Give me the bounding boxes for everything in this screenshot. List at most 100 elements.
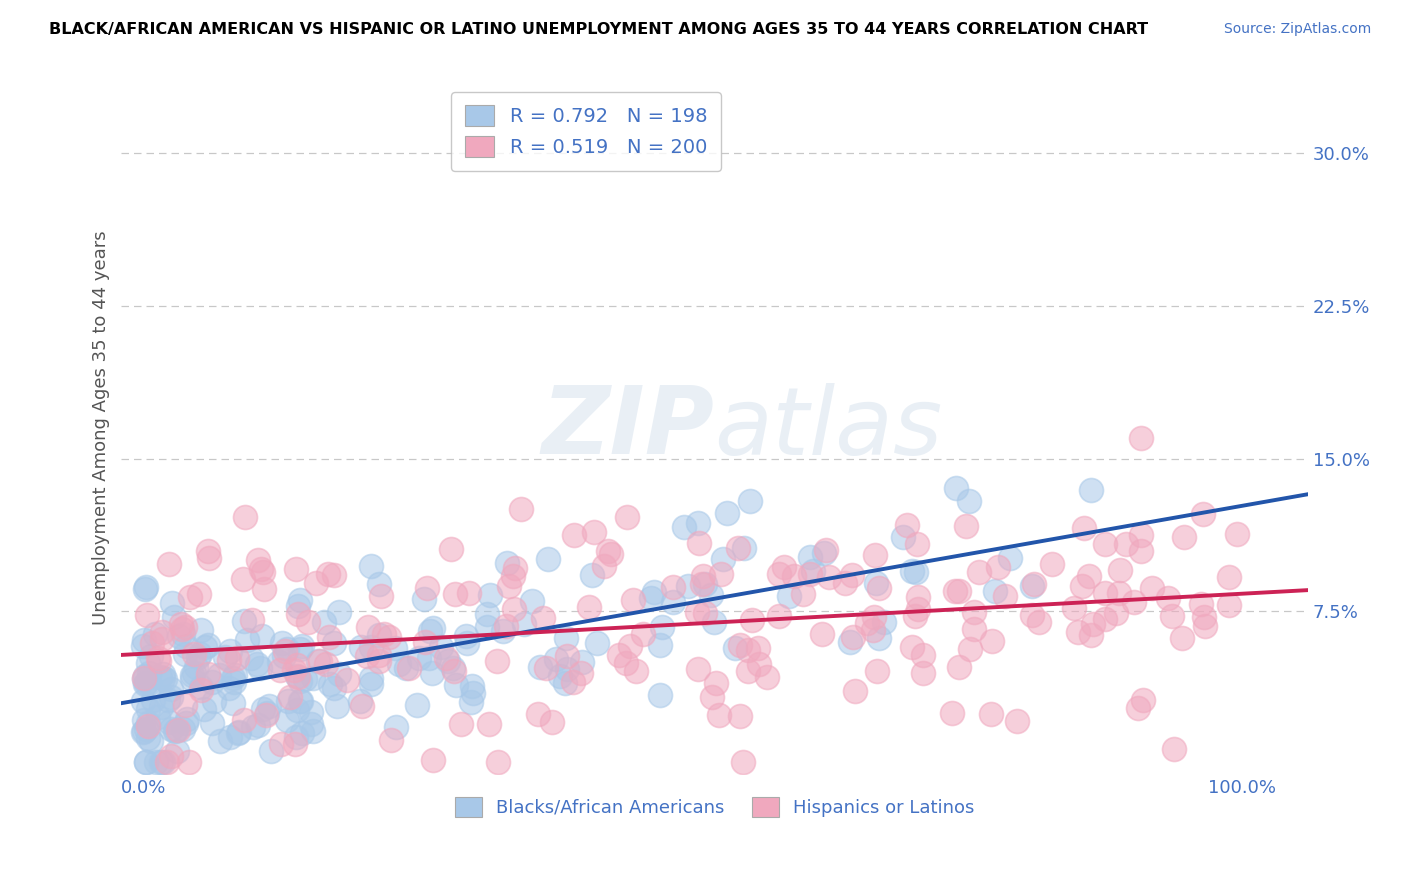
Point [152,755,174,769]
Point [134,671,156,685]
Point [277,694,299,708]
Point [626,665,648,679]
Point [640,591,662,606]
Point [648,638,671,652]
Point [502,569,524,583]
Point [747,640,769,655]
Point [907,601,929,615]
Point [863,610,886,624]
Point [138,666,160,681]
Point [224,675,246,690]
Point [503,561,526,575]
Point [373,627,395,641]
Point [733,541,755,555]
Point [222,671,245,685]
Point [1108,586,1130,600]
Point [218,653,240,667]
Point [276,713,298,727]
Point [486,755,509,769]
Point [593,559,616,574]
Point [1218,598,1240,612]
Point [810,627,832,641]
Point [728,638,751,652]
Point [136,715,159,730]
Point [461,686,484,700]
Point [250,629,273,643]
Point [651,620,673,634]
Point [738,493,761,508]
Point [1080,483,1102,497]
Point [159,715,181,730]
Point [224,668,246,682]
Point [253,582,276,596]
Point [458,586,481,600]
Point [356,620,378,634]
Point [187,650,209,665]
Point [865,576,887,591]
Point [160,682,183,697]
Point [441,661,464,675]
Point [607,648,630,662]
Point [226,726,249,740]
Point [496,557,519,571]
Point [145,755,167,769]
Point [693,576,716,591]
Point [686,662,709,676]
Point [370,589,392,603]
Text: ZIP: ZIP [541,382,714,474]
Point [146,651,169,665]
Point [437,654,460,668]
Point [165,723,187,738]
Point [135,676,157,690]
Point [1080,627,1102,641]
Point [581,568,603,582]
Point [619,639,641,653]
Point [1028,615,1050,629]
Point [614,657,637,671]
Point [302,724,325,739]
Point [349,693,371,707]
Point [686,605,709,619]
Point [380,733,402,747]
Point [336,673,359,688]
Point [385,720,408,734]
Point [1132,693,1154,707]
Point [219,731,242,745]
Point [700,690,723,705]
Point [498,579,520,593]
Point [955,518,977,533]
Point [297,615,319,629]
Point [1123,595,1146,609]
Point [1078,569,1101,583]
Point [136,701,159,715]
Point [150,624,173,639]
Point [197,638,219,652]
Point [176,712,198,726]
Point [768,566,790,581]
Point [512,617,534,632]
Point [159,723,181,737]
Point [1083,617,1105,632]
Point [1094,612,1116,626]
Point [948,659,970,673]
Point [727,541,749,555]
Point [412,591,434,606]
Point [1191,507,1213,521]
Point [136,657,159,671]
Point [815,543,838,558]
Point [1171,632,1194,646]
Point [201,675,224,690]
Point [1094,537,1116,551]
Point [534,661,557,675]
Point [571,666,593,681]
Point [173,620,195,634]
Point [256,706,278,720]
Point [1067,624,1090,639]
Point [208,667,231,681]
Point [143,627,166,641]
Legend: Blacks/African Americans, Hispanics or Latinos: Blacks/African Americans, Hispanics or L… [447,789,981,824]
Point [350,640,373,654]
Point [252,565,274,579]
Point [422,753,444,767]
Point [901,565,924,579]
